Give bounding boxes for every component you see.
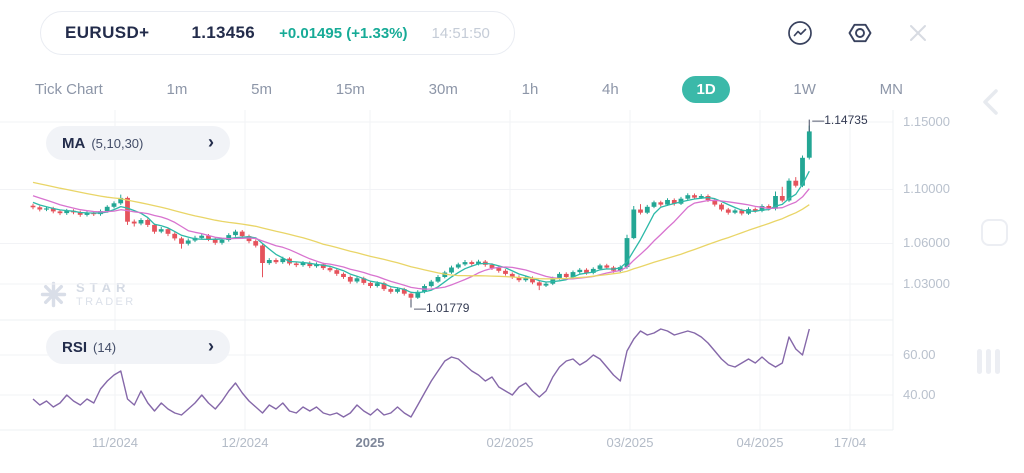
date-label: 03/2025 [606,435,654,450]
price-tick-label: 1.10000 [903,181,950,196]
date-label: 02/2025 [486,435,534,450]
tab-1m[interactable]: 1m [166,81,188,98]
floating-tool-button[interactable] [981,219,1008,246]
panel-collapse-handle[interactable] [980,87,1002,117]
price-tick-label: 1.15000 [903,114,950,129]
tab-5m[interactable]: 5m [251,81,272,98]
tab-mn[interactable]: MN [879,81,903,98]
gear-icon [848,23,872,43]
rsi-label: RSI [62,338,88,356]
indicator-button[interactable] [786,19,814,47]
ma-params: (5,10,30) [91,135,144,151]
tab-tick-chart[interactable]: Tick Chart [35,81,103,98]
date-label: 04/2025 [736,435,784,450]
star-logo-icon [40,281,67,307]
close-button[interactable] [906,21,930,45]
watermark: STAR TRADER [40,280,136,308]
date-label: 11/2024 [91,435,139,450]
ma-indicator-button[interactable]: MA (5,10,30) › [46,126,230,160]
candles [30,125,812,301]
rsi-params: (14) [93,339,117,355]
ma-label: MA [62,134,86,152]
chevron-right-icon: › [208,336,214,356]
watermark-line2: TRADER [76,296,136,308]
pulse-icon [788,21,812,45]
date-label: 12/2024 [221,435,269,450]
tab-30m[interactable]: 30m [428,81,458,98]
chevron-left-icon [983,89,998,115]
symbol-pill[interactable]: EURUSD+ 1.13456 +0.01495 (+1.33%) 14:51:… [40,11,515,55]
date-label: 2025 [355,435,385,450]
rsi-tick-label: 40.00 [903,387,936,402]
timeframe-tabs: Tick Chart 1m 5m 15m 30m 1h 4h 1D 1W MN [35,76,903,103]
annotation-low: —1.01779 [414,301,470,315]
rsi-tick-label: 60.00 [903,347,936,362]
close-icon [910,25,926,41]
tab-1h[interactable]: 1h [521,81,539,98]
price-tick-label: 1.03000 [903,276,950,291]
chevron-right-icon: › [208,132,214,152]
last-price: 1.13456 [191,23,256,42]
annotation-high: —1.14735 [812,113,868,127]
rsi-indicator-button[interactable]: RSI (14) › [46,330,230,364]
settings-button[interactable] [846,19,874,47]
server-time: 14:51:50 [431,24,490,42]
symbol-name: EURUSD+ [65,23,150,42]
rsi-line [32,328,810,418]
price-change: +0.01495 (+1.33%) [279,24,408,42]
tab-1w[interactable]: 1W [793,81,816,98]
ma-lines [32,170,810,294]
annotations [410,119,810,308]
tab-15m[interactable]: 15m [335,81,365,98]
header-icons [786,19,930,47]
ma-10-line [32,188,810,290]
price-tick-label: 1.06000 [903,235,950,250]
drawer-handle[interactable] [977,349,1000,374]
date-label: 17/04 [833,435,867,450]
tab-4h[interactable]: 4h [602,81,619,98]
ma-5-line [32,170,810,294]
tab-1d[interactable]: 1D [682,76,730,103]
ma-30-line [32,181,810,280]
